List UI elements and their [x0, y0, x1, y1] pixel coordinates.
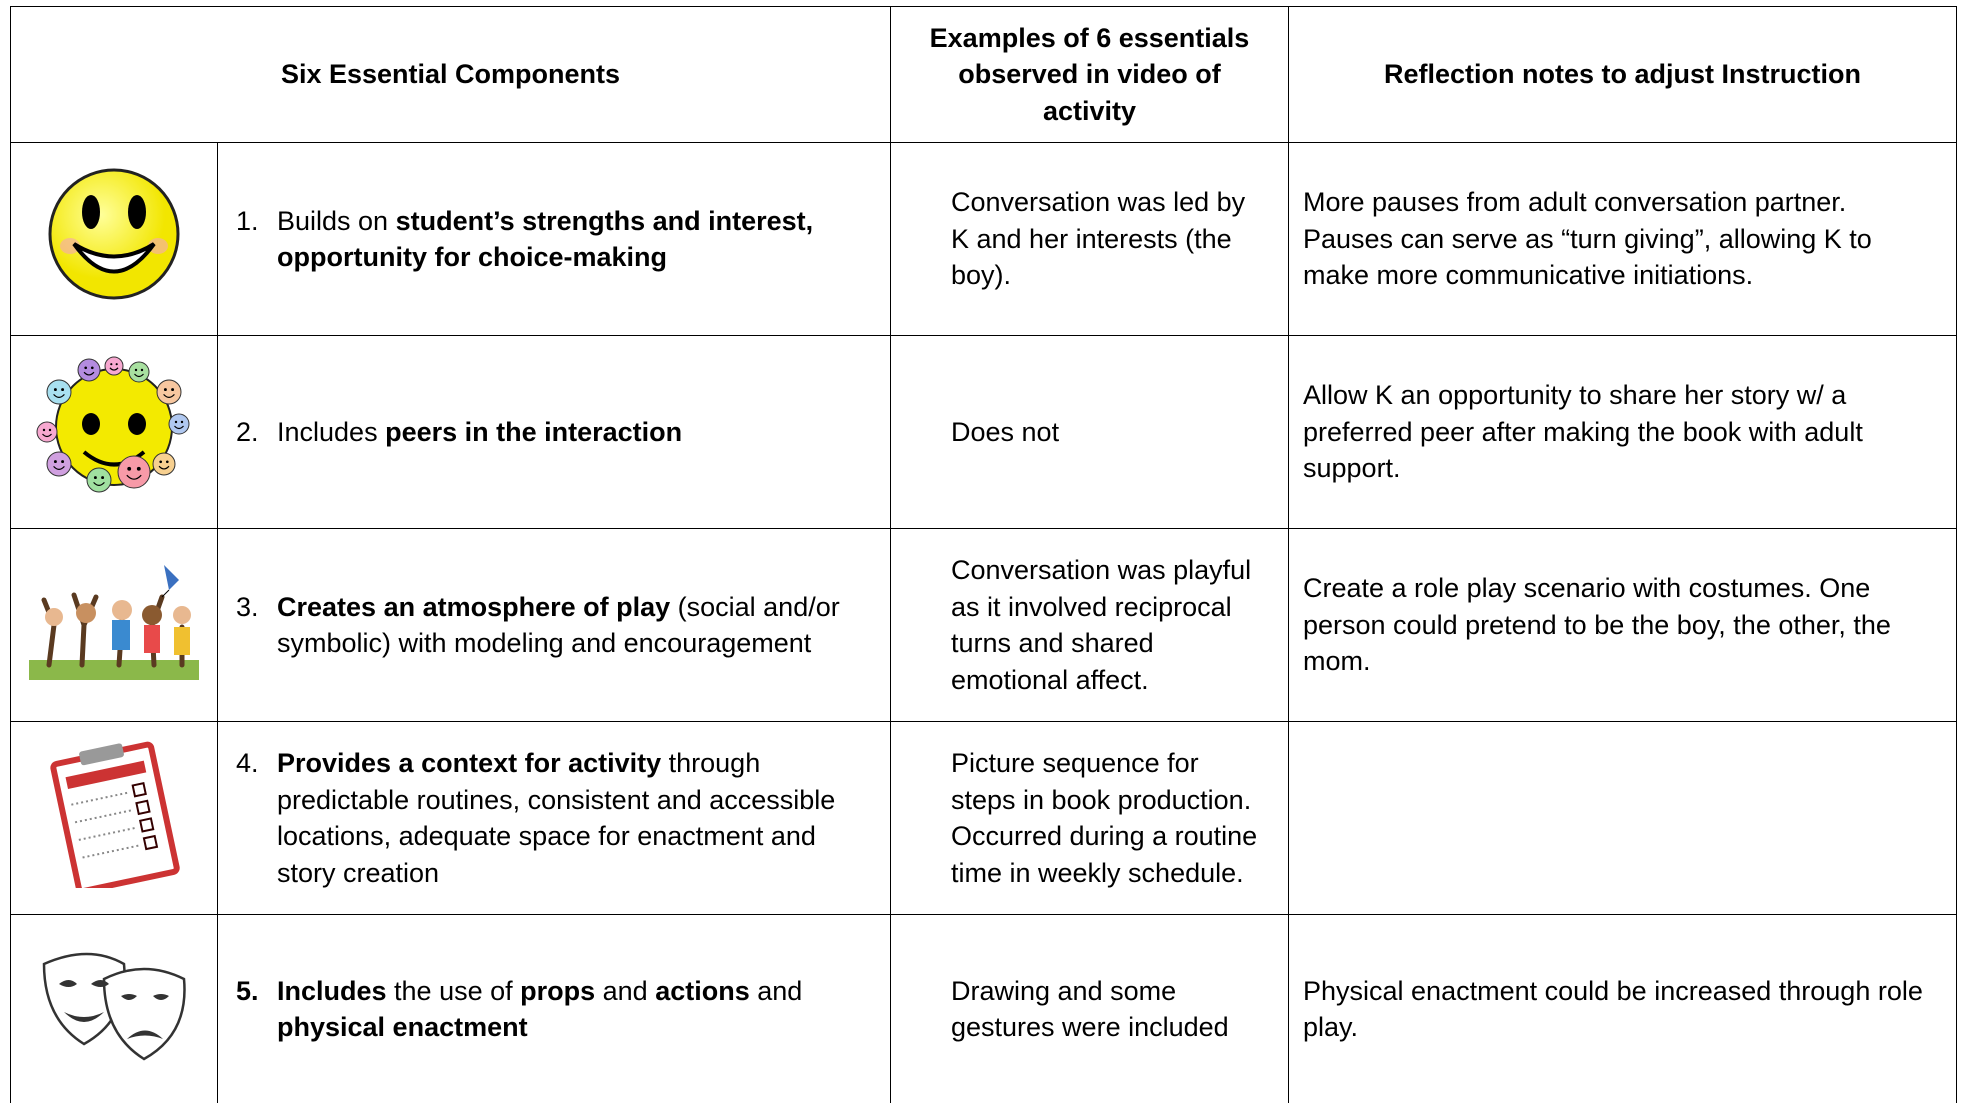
row-icon	[10, 528, 218, 722]
text-segment: the use of	[386, 975, 521, 1006]
table-row: 3. Creates an atmosphere of play (social …	[10, 528, 1957, 722]
reflection-cell: More pauses from adult conversation part…	[1288, 142, 1957, 336]
row-icon	[10, 721, 218, 915]
text-segment: and	[749, 975, 803, 1006]
component-cell: 2. Includes peers in the interaction	[217, 335, 891, 529]
component-cell: 1. Builds on student’s strengths and inte…	[217, 142, 891, 336]
header-cell: Reflection notes to adjust Instruction	[1288, 6, 1957, 143]
table-row: 2. Includes peers in the interaction Does …	[10, 335, 1957, 529]
essentials-table: Six Essential Components Examples of 6 e…	[10, 6, 1957, 1103]
text-segment: Provides a context for activity	[277, 748, 662, 778]
reflection-cell: Allow K an opportunity to share her stor…	[1288, 335, 1957, 529]
component-text: Creates an atmosphere of play (social an…	[277, 589, 866, 662]
list-number: 5.	[236, 975, 259, 1006]
component-cell: 4. Provides a context for activity throug…	[217, 721, 891, 915]
text-segment: Includes	[277, 975, 387, 1006]
component-text: Includes the use of props and actions an…	[277, 973, 866, 1046]
header-cell: Six Essential Components	[10, 6, 891, 143]
text-segment: actions	[655, 975, 750, 1006]
example-cell: Does not	[890, 335, 1289, 529]
example-cell: Conversation was playful as it involved …	[890, 528, 1289, 722]
component-text: Provides a context for activity through …	[277, 745, 866, 891]
table-body: 1. Builds on student’s strengths and inte…	[10, 142, 1957, 1103]
row-icon	[10, 914, 218, 1103]
text-segment: and	[595, 975, 656, 1006]
table-row: 5. Includes the use of props and actions …	[10, 914, 1957, 1103]
text-segment: through predictable routines, consistent…	[277, 748, 836, 888]
table-row: 1. Builds on student’s strengths and inte…	[10, 142, 1957, 336]
row-icon	[10, 335, 218, 529]
text-segment: Builds on	[277, 205, 396, 236]
text-segment: physical enactment	[277, 1012, 528, 1042]
header-row: Six Essential Components Examples of 6 e…	[10, 6, 1957, 143]
text-segment: student’s strengths and interest, opport…	[277, 205, 814, 273]
list-number: 1.	[236, 205, 259, 236]
example-cell: Drawing and some gestures were included	[890, 914, 1289, 1103]
text-segment: Includes	[277, 416, 386, 447]
example-cell: Picture sequence for steps in book produ…	[890, 721, 1289, 915]
reflection-cell: Create a role play scenario with costume…	[1288, 528, 1957, 722]
text-segment: props	[520, 975, 596, 1006]
example-cell: Conversation was led by K and her intere…	[890, 142, 1289, 336]
list-number: 3.	[236, 591, 259, 622]
header-cell: Examples of 6 essentials observed in vid…	[890, 6, 1289, 143]
text-segment: peers in the interaction	[385, 416, 683, 447]
row-icon	[10, 142, 218, 336]
list-number: 4.	[236, 748, 259, 778]
reflection-cell	[1288, 721, 1957, 915]
component-cell: 3. Creates an atmosphere of play (social …	[217, 528, 891, 722]
table-row: 4. Provides a context for activity throug…	[10, 721, 1957, 915]
reflection-cell: Physical enactment could be increased th…	[1288, 914, 1957, 1103]
component-cell: 5. Includes the use of props and actions …	[217, 914, 891, 1103]
text-segment: Creates an atmosphere of play	[277, 591, 671, 622]
text-segment: (social and/or symbolic) with modeling a…	[277, 591, 840, 659]
component-text: Includes peers in the interaction	[277, 414, 866, 451]
component-text: Builds on student’s strengths and intere…	[277, 203, 866, 276]
list-number: 2.	[236, 416, 259, 447]
